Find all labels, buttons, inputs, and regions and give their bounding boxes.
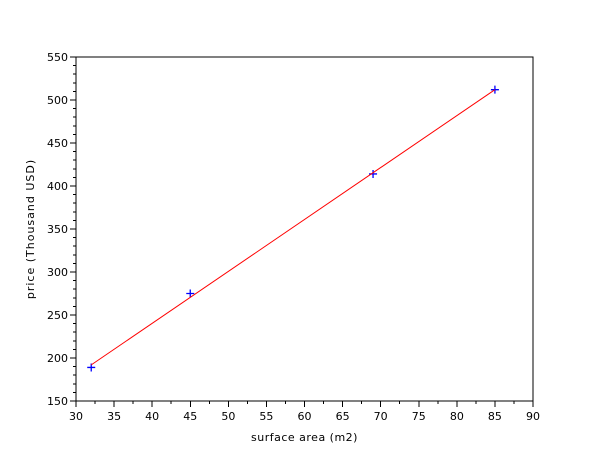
x-axis-label: surface area (m2) [251,431,358,444]
x-tick-label: 90 [526,410,540,423]
x-tick-label: 35 [107,410,121,423]
axes-layer: 30 35 40 45 50 55 60 65 70 75 80 85 90 150 200 250 300 35… [47,51,540,423]
x-tick-label: 40 [145,410,159,423]
y-axis-label: price (Thousand USD) [24,159,37,299]
data-point-marker [87,363,96,372]
y-tick-label: 500 [47,94,68,107]
x-tick-label: 80 [450,410,464,423]
y-tick-label: 250 [47,309,68,322]
plot-frame [75,56,534,402]
data-point-marker [490,85,499,94]
x-tick-label: 55 [259,410,273,423]
y-tick-label: 450 [47,137,68,150]
y-tick-label: 550 [47,51,68,64]
y-tick-label: 400 [47,180,68,193]
x-tick-label: 60 [298,410,312,423]
data-point-marker [186,289,195,298]
series-layer [87,85,499,372]
fit-line [90,89,496,366]
y-tick-label: 200 [47,352,68,365]
y-tick-label: 300 [47,266,68,279]
x-tick-label: 45 [183,410,197,423]
x-tick-label: 30 [69,410,83,423]
x-tick-label: 50 [221,410,235,423]
x-tick-label: 85 [488,410,502,423]
x-tick-label: 70 [374,410,388,423]
x-tick-label: 65 [336,410,350,423]
y-tick-label: 350 [47,223,68,236]
x-tick-label: 75 [412,410,426,423]
y-tick-label: 150 [47,395,68,408]
